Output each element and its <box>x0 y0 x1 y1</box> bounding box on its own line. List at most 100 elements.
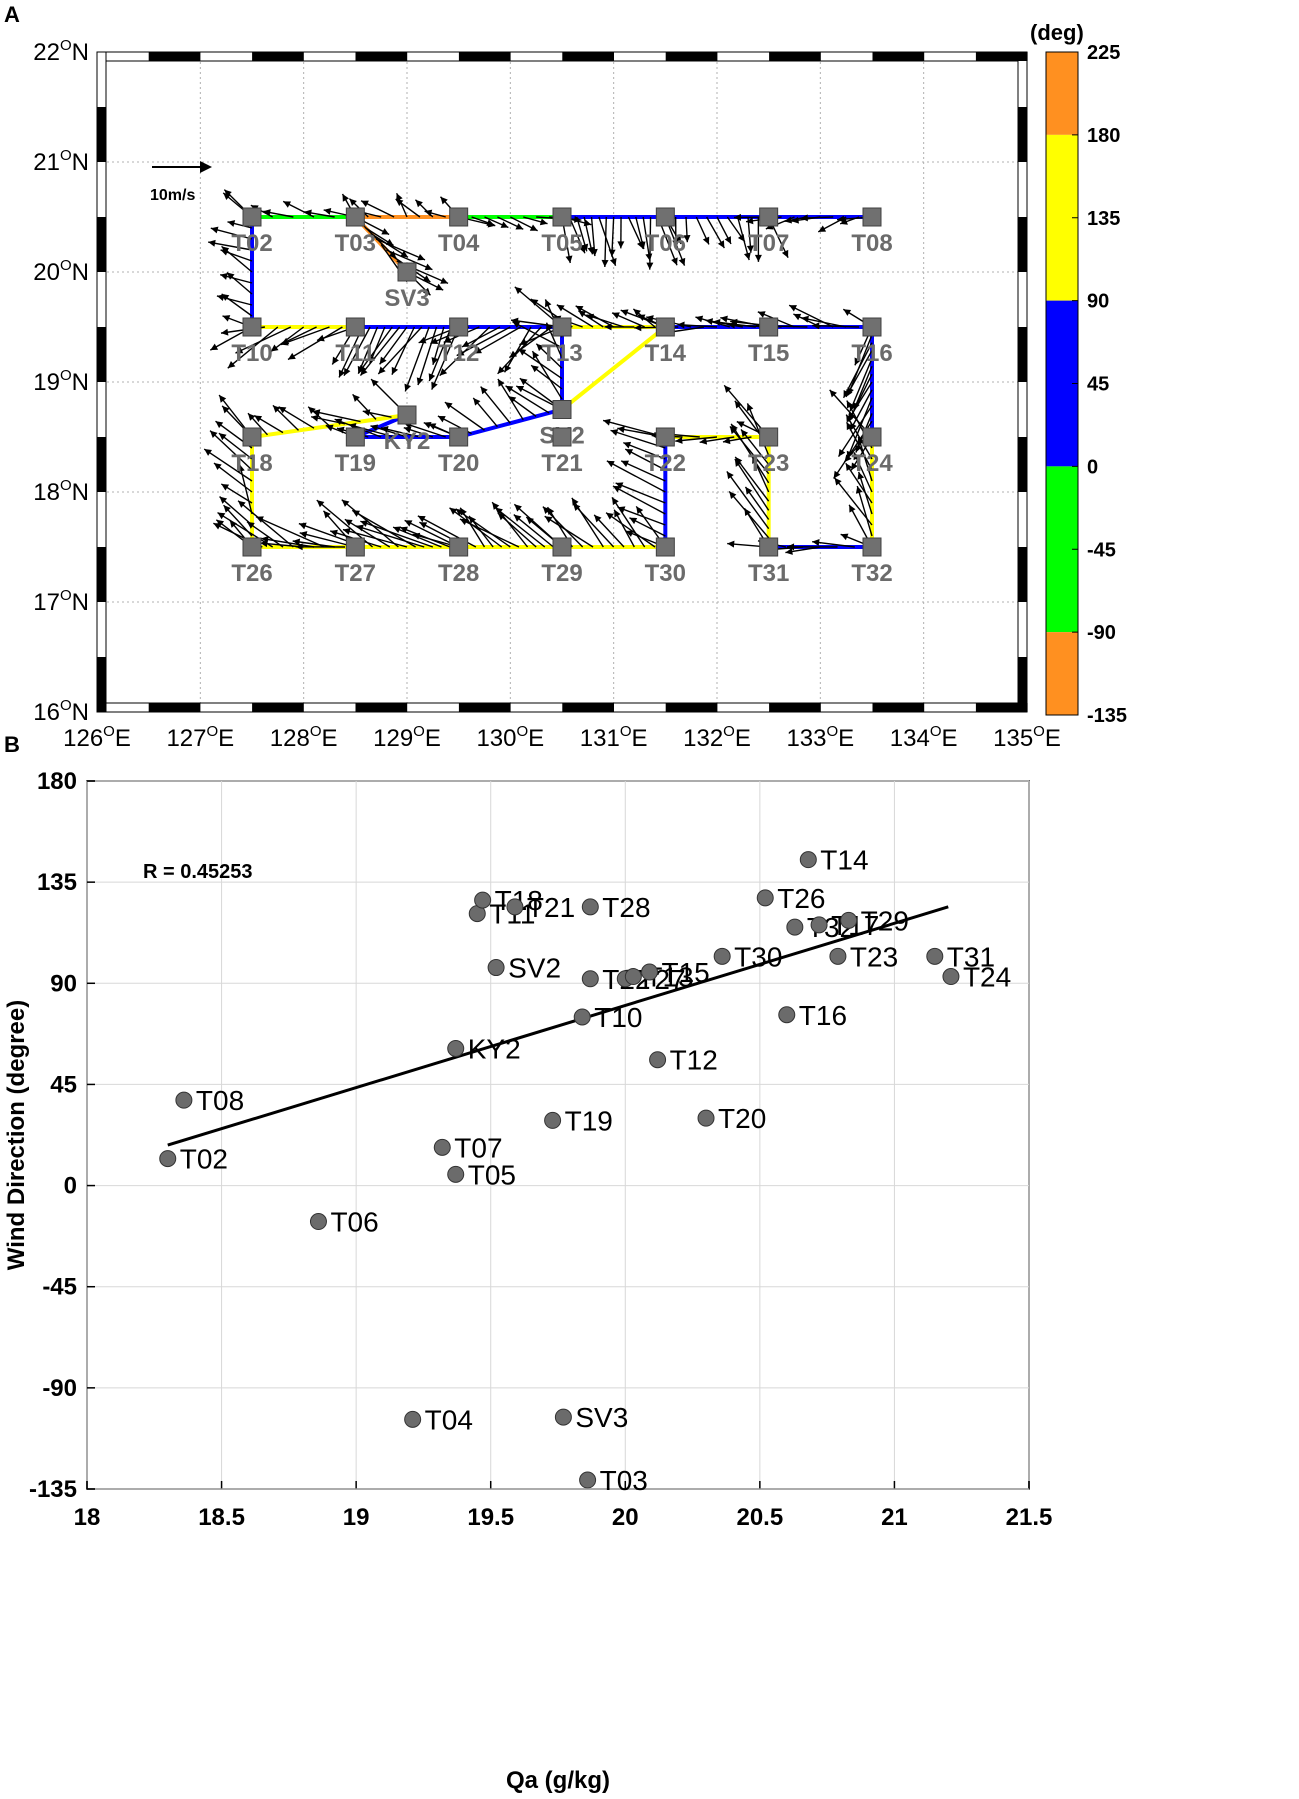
scatter-point <box>641 963 659 981</box>
wind-arrow-head <box>280 338 289 346</box>
wind-arrow-head <box>311 414 319 422</box>
wind-arrow-head <box>646 315 654 322</box>
scatter-point <box>506 898 524 916</box>
wind-arrow-head <box>344 367 351 376</box>
scatter-tick-labels: 18 18.5 19 19.5 20 20.5 21 21.5 180 135 90 45 0 -45 -9… <box>29 768 1052 1531</box>
wind-arrow <box>237 500 294 548</box>
wind-arrow <box>726 471 770 530</box>
station-label: T04 <box>438 230 480 257</box>
wind-arrow-head <box>299 531 308 538</box>
wind-arrow-head <box>270 344 279 352</box>
station-label: T27 <box>335 560 376 587</box>
wind-arrow-head <box>713 318 721 326</box>
wind-arrow <box>246 521 284 548</box>
wind-arrow <box>845 462 873 504</box>
colorbar-title: (deg) <box>1030 20 1084 45</box>
wind-arrow-head <box>757 311 766 318</box>
wind-arrow <box>512 321 563 349</box>
wind-arrow <box>508 326 553 359</box>
wind-arrow-head <box>283 201 292 208</box>
wind-arrow-head <box>840 533 849 541</box>
wind-arrow-head <box>514 504 522 512</box>
wind-arrow <box>845 350 873 398</box>
x-tick-label: 18.5 <box>198 1504 245 1531</box>
wind-arrow-head <box>793 313 802 321</box>
wind-arrow-head <box>323 510 331 519</box>
wind-arrow-head <box>304 209 312 217</box>
station-label: T14 <box>645 340 687 367</box>
wind-arrow-head <box>717 240 725 249</box>
wind-arrow-head <box>855 486 863 494</box>
wind-arrow <box>605 512 656 548</box>
frame-segment <box>872 703 925 712</box>
colorbar: 225 180 135 90 45 0 -45 -90 -135 <box>1045 42 1127 727</box>
station-marker <box>397 262 417 282</box>
wind-arrow-head <box>330 529 338 537</box>
station-marker <box>242 317 262 337</box>
station-marker <box>345 317 365 337</box>
wind-arrow-head <box>210 226 219 234</box>
scatter-point <box>713 947 731 965</box>
wind-arrow-head <box>440 196 448 205</box>
frame-segment <box>97 327 106 382</box>
wind-arrow-head <box>400 526 408 534</box>
wind-arrow-head <box>316 334 325 342</box>
wind-arrow-head <box>518 348 527 356</box>
wind-arrow <box>473 326 522 355</box>
wind-arrow-head <box>316 500 325 508</box>
wind-arrow <box>857 436 873 482</box>
frame-segment <box>769 52 821 61</box>
wind-arrow-head <box>261 536 269 543</box>
wind-arrow-head <box>621 460 630 467</box>
wind-arrow-head <box>729 491 737 500</box>
wind-arrow <box>348 423 395 438</box>
colorbar-tick-label: -45 <box>1087 539 1116 561</box>
wind-arrow-head <box>505 385 514 393</box>
wind-arrow-head <box>449 507 458 515</box>
station-label: T13 <box>541 340 582 367</box>
wind-arrow-head <box>789 305 797 312</box>
wind-arrow-head <box>606 512 614 520</box>
x-tick-label: 20.5 <box>736 1504 783 1531</box>
wind-arrow-head <box>416 377 424 386</box>
lat-tick-label: 22ON <box>33 37 89 66</box>
wind-arrow-head <box>391 366 399 375</box>
scatter-point <box>649 1051 667 1069</box>
wind-arrow-head <box>683 235 691 243</box>
wind-arrow <box>575 305 615 328</box>
wind-arrow-head <box>325 424 334 432</box>
wind-arrow <box>598 216 617 266</box>
wind-arrow-head <box>227 220 236 227</box>
wind-arrow-head <box>378 366 386 375</box>
station-label: T29 <box>541 560 582 587</box>
station-marker <box>552 400 572 419</box>
wind-arrow <box>734 456 770 502</box>
wind-arrow <box>210 227 253 240</box>
wind-arrow <box>734 458 770 511</box>
lat-tick-label: 21ON <box>33 147 89 176</box>
scatter-point <box>810 916 828 934</box>
wind-arrow-head <box>219 496 228 504</box>
wind-arrow-head <box>846 414 853 423</box>
wind-arrow-head <box>292 538 301 546</box>
y-tick-label: -90 <box>42 1375 77 1402</box>
wind-arrow-head <box>486 219 495 226</box>
wind-arrow-head <box>213 523 222 530</box>
wind-arrow-head <box>295 543 303 551</box>
wind-arrow-head <box>722 437 731 445</box>
wind-arrow-head <box>349 198 357 207</box>
wind-arrow-head <box>671 257 678 266</box>
wind-arrow-head <box>227 361 236 369</box>
frame-segment <box>97 657 106 712</box>
wind-arrow-head <box>412 532 421 540</box>
wind-arrow-head <box>298 522 307 530</box>
wind-arrow-head <box>781 249 789 258</box>
wind-arrow-head <box>404 520 413 527</box>
frame-segment <box>665 703 718 712</box>
wind-arrow-head <box>625 530 634 537</box>
wind-arrow-head <box>629 517 638 525</box>
wind-arrow-head <box>218 433 227 441</box>
wind-arrow-head <box>853 452 860 461</box>
station-marker <box>552 207 572 227</box>
